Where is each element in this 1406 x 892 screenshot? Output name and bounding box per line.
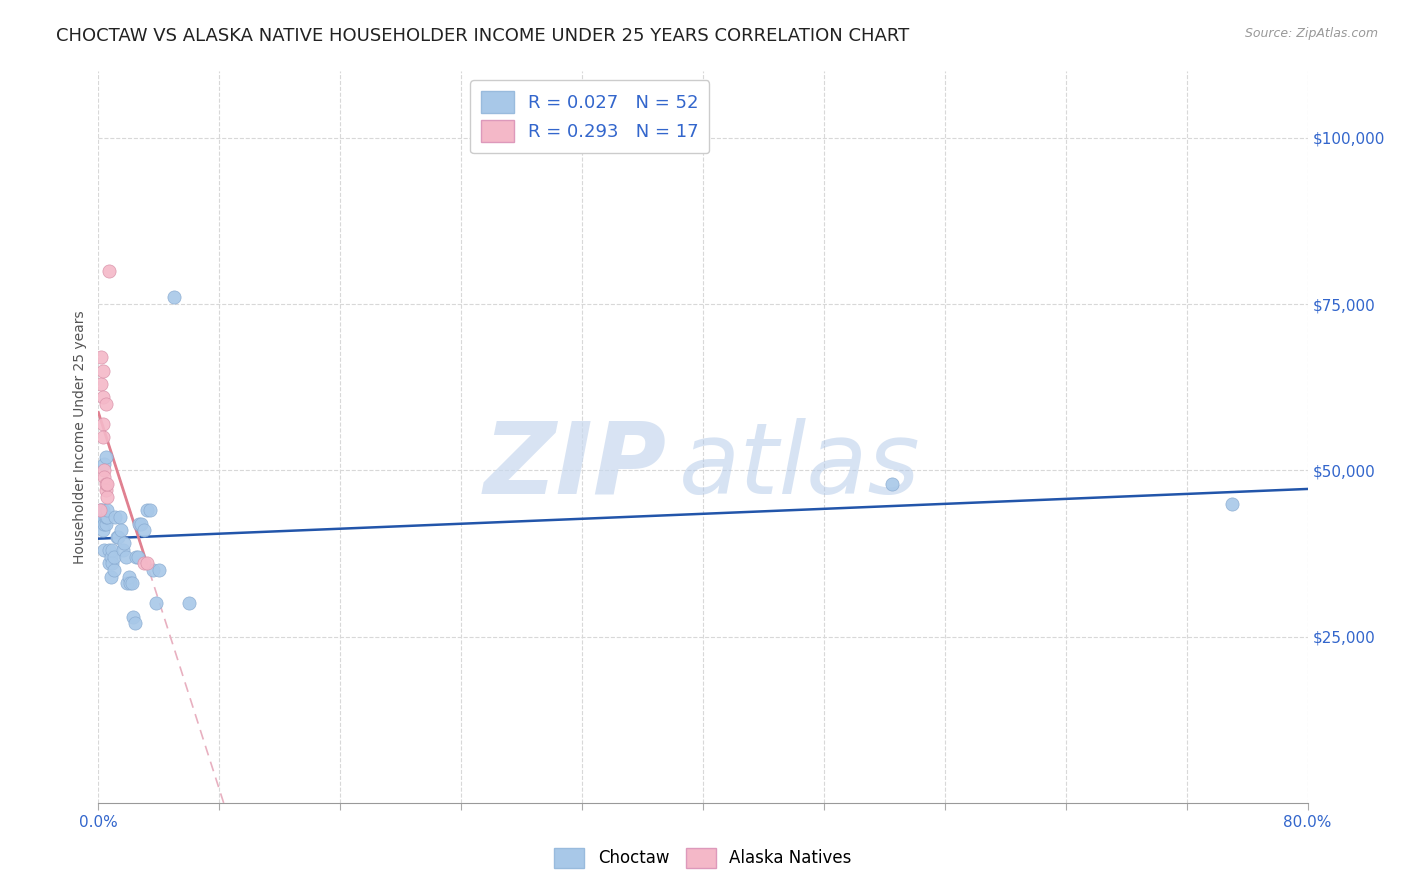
Point — [135, 557, 157, 571]
Point — [103, 549, 125, 564]
Point — [132, 523, 155, 537]
Point — [108, 509, 131, 524]
Point — [94, 397, 117, 411]
Point — [96, 509, 118, 524]
Point — [98, 557, 121, 571]
Point — [94, 476, 117, 491]
Point — [880, 476, 903, 491]
Point — [94, 516, 117, 531]
Point — [100, 549, 122, 564]
Point — [91, 509, 114, 524]
Point — [129, 516, 152, 531]
Point — [96, 476, 118, 491]
Point — [90, 351, 112, 365]
Point — [94, 483, 117, 498]
Point — [148, 563, 170, 577]
Point — [93, 516, 115, 531]
Point — [89, 503, 111, 517]
Point — [110, 523, 132, 537]
Point — [90, 503, 112, 517]
Point — [132, 557, 155, 571]
Text: ZIP: ZIP — [484, 417, 666, 515]
Legend: Choctaw, Alaska Natives: Choctaw, Alaska Natives — [548, 841, 858, 875]
Point — [163, 290, 186, 304]
Point — [112, 536, 135, 550]
Text: Source: ZipAtlas.com: Source: ZipAtlas.com — [1244, 27, 1378, 40]
Point — [111, 543, 134, 558]
Point — [98, 543, 121, 558]
Point — [90, 509, 112, 524]
Point — [104, 509, 127, 524]
Point — [91, 363, 114, 377]
Point — [93, 457, 115, 471]
Point — [120, 576, 142, 591]
Point — [100, 570, 122, 584]
Point — [96, 490, 118, 504]
Point — [107, 530, 129, 544]
Point — [93, 470, 115, 484]
Point — [91, 523, 114, 537]
Point — [124, 616, 146, 631]
Point — [93, 463, 115, 477]
Point — [145, 596, 167, 610]
Point — [135, 503, 157, 517]
Point — [121, 576, 143, 591]
Point — [96, 503, 118, 517]
Point — [1220, 497, 1243, 511]
Point — [94, 450, 117, 464]
Point — [91, 390, 114, 404]
Point — [91, 430, 114, 444]
Point — [128, 516, 150, 531]
Point — [89, 503, 111, 517]
Point — [105, 530, 128, 544]
Point — [91, 516, 114, 531]
Point — [125, 549, 148, 564]
Point — [94, 509, 117, 524]
Point — [91, 417, 114, 431]
Text: CHOCTAW VS ALASKA NATIVE HOUSEHOLDER INCOME UNDER 25 YEARS CORRELATION CHART: CHOCTAW VS ALASKA NATIVE HOUSEHOLDER INC… — [56, 27, 910, 45]
Point — [118, 570, 141, 584]
Point — [127, 549, 149, 564]
Point — [90, 509, 112, 524]
Point — [91, 503, 114, 517]
Point — [114, 549, 136, 564]
Point — [179, 596, 201, 610]
Point — [98, 264, 121, 278]
Y-axis label: Householder Income Under 25 years: Householder Income Under 25 years — [73, 310, 87, 564]
Point — [103, 563, 125, 577]
Point — [142, 563, 165, 577]
Point — [139, 503, 162, 517]
Point — [122, 609, 145, 624]
Legend: R = 0.027   N = 52, R = 0.293   N = 17: R = 0.027 N = 52, R = 0.293 N = 17 — [470, 80, 710, 153]
Point — [101, 543, 124, 558]
Point — [115, 576, 138, 591]
Point — [101, 557, 124, 571]
Point — [90, 376, 112, 391]
Point — [93, 543, 115, 558]
Text: atlas: atlas — [679, 417, 921, 515]
